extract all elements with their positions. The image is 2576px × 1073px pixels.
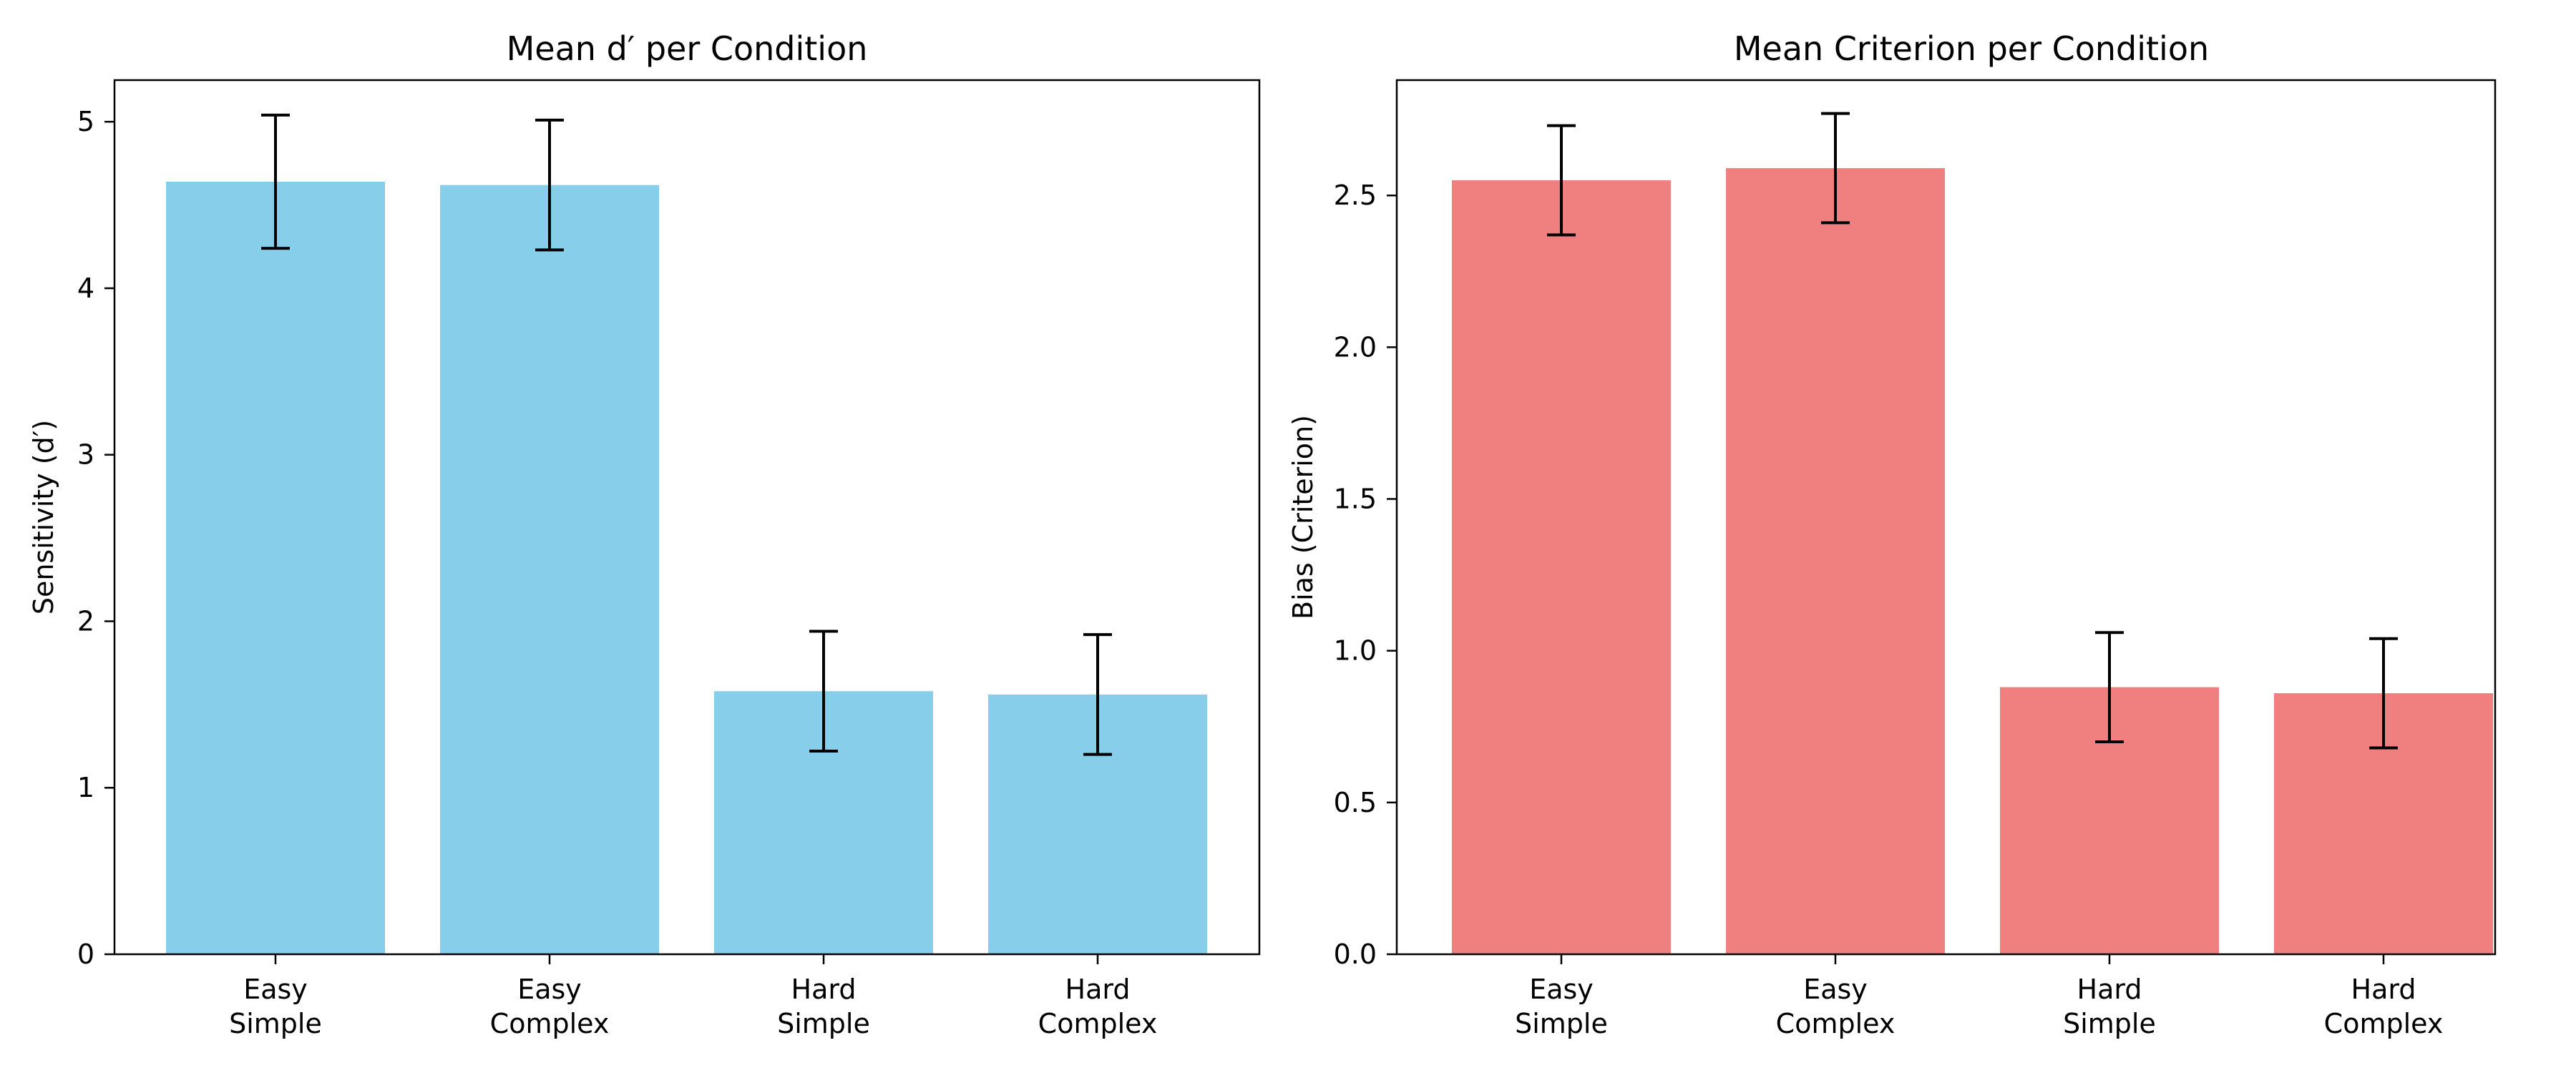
- error-bar: [535, 118, 564, 252]
- criterion-chart-panel: Mean Criterion per Condition Bias (Crite…: [1287, 29, 2497, 1039]
- y-axis-label: Sensitivity (d′): [28, 420, 59, 614]
- x-tick-label: Easy Simple: [1515, 974, 1608, 1039]
- error-bar: [1547, 124, 1576, 237]
- plot-area: 0.0 0.5 1.0 1.5 2.0 2.5 Easy Simple Easy Complex H…: [1334, 79, 2497, 1039]
- chart-title: Mean Criterion per Condition: [1734, 29, 2209, 68]
- error-bar: [2369, 637, 2398, 750]
- y-tick-label: 2: [77, 605, 94, 637]
- axes-frame: [113, 79, 1261, 956]
- error-bar: [2095, 631, 2124, 743]
- bar: [1452, 180, 1671, 954]
- error-bar: [809, 629, 838, 753]
- x-tick-label: Easy Simple: [229, 974, 322, 1039]
- plot-area: 0 1 2 3 4 5 Easy Simple Easy Complex Hard Simple Har…: [77, 79, 1261, 1039]
- bar: [166, 181, 385, 955]
- x-tick-label: Hard Simple: [2063, 974, 2156, 1039]
- y-tick-label: 1.0: [1334, 635, 1377, 667]
- y-tick-label: 0.5: [1334, 787, 1377, 818]
- x-tick-label: Easy Complex: [1776, 974, 1896, 1039]
- error-bar: [1083, 633, 1112, 756]
- chart-title: Mean d′ per Condition: [507, 29, 868, 68]
- y-tick-label: 5: [77, 106, 94, 137]
- y-tick-label: 4: [77, 273, 94, 304]
- error-bar: [1821, 112, 1850, 225]
- axes-frame: [1395, 79, 2497, 956]
- x-tick-label: Hard Complex: [2324, 974, 2444, 1039]
- y-axis-label: Bias (Criterion): [1287, 415, 1319, 619]
- y-tick-label: 3: [77, 439, 94, 471]
- error-bar: [261, 113, 290, 250]
- x-tick-label: Easy Complex: [490, 974, 610, 1039]
- bar: [440, 185, 659, 954]
- y-tick-label: 1: [77, 772, 94, 803]
- y-tick-label: 2.5: [1334, 180, 1377, 211]
- bar: [1726, 168, 1945, 955]
- y-tick-label: 2.0: [1334, 331, 1377, 363]
- x-tick-label: Hard Complex: [1038, 974, 1158, 1039]
- x-tick-label: Hard Simple: [777, 974, 870, 1039]
- y-tick-label: 0: [77, 939, 94, 970]
- y-tick-label: 1.5: [1334, 484, 1377, 515]
- sensitivity-chart-panel: Mean d′ per Condition Sensitivity (d′) 0…: [28, 29, 1261, 1039]
- y-tick-label: 0.0: [1334, 939, 1377, 970]
